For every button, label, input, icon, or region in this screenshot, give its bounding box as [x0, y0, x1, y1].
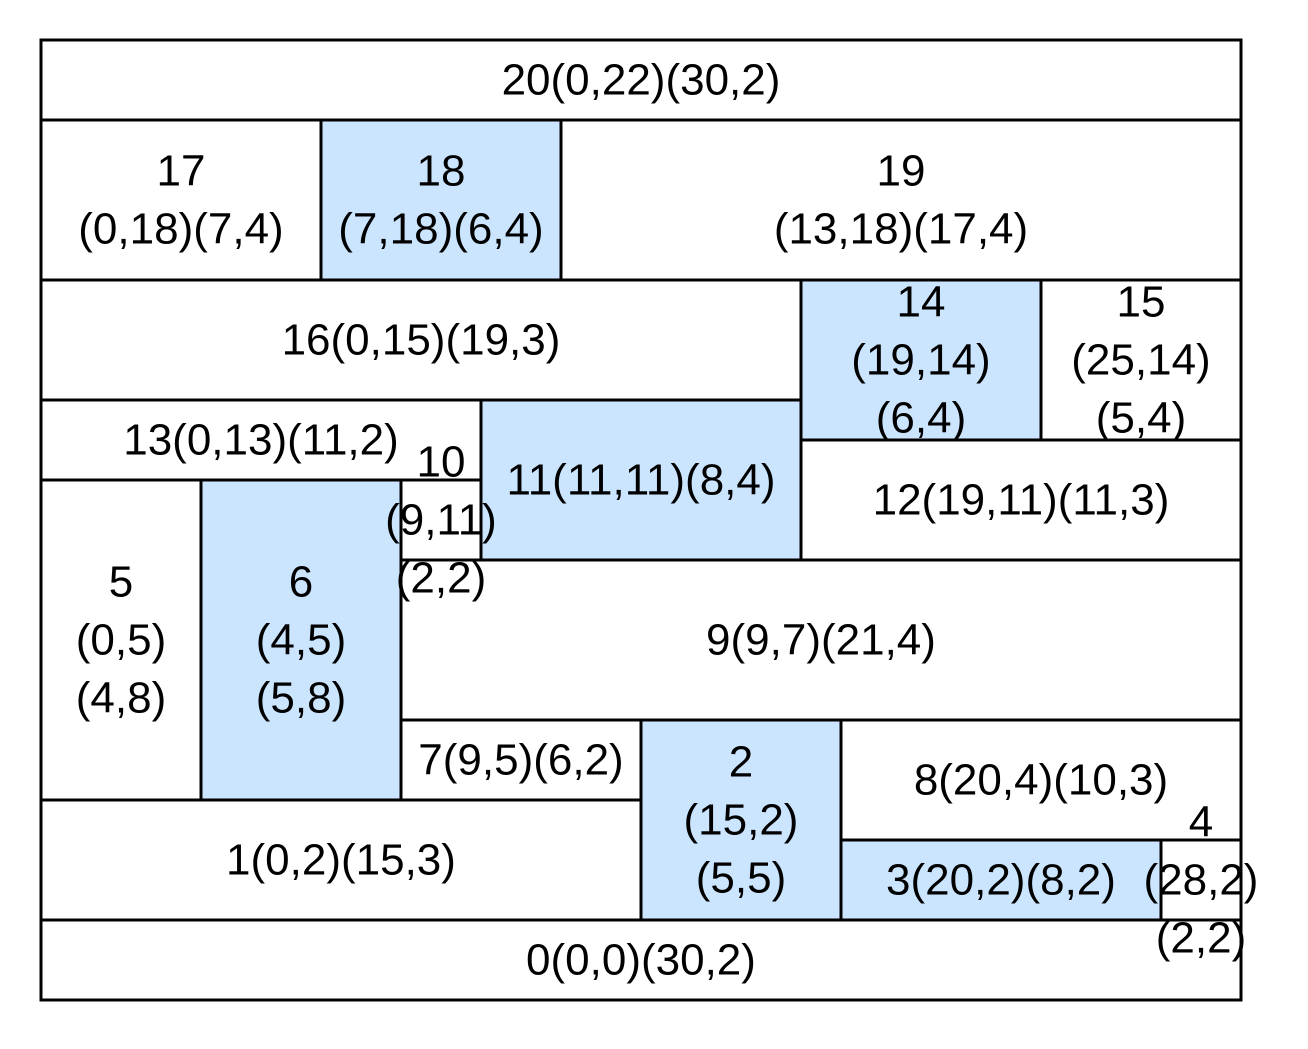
labels-layer: 0(0,0)(30,2) 1(0,2)(15,3) 2 (15,2) (5,5) 3(20… — [76, 56, 1259, 985]
block-1 — [39, 798, 643, 922]
block-12 — [799, 438, 1243, 562]
block-19 — [559, 118, 1243, 282]
block-1-label-line-0: 1(0,2)(15,3) — [226, 836, 456, 885]
block-9 — [399, 558, 1243, 722]
block-3-label-line-0: 3(20,2)(8,2) — [886, 856, 1116, 905]
block-6 — [199, 478, 403, 802]
block-6-label-line-2: (5,8) — [256, 674, 346, 723]
block-20-label-line-0: 20(0,22)(30,2) — [502, 56, 781, 105]
block-6-label-line-0: 6 — [289, 558, 313, 607]
block-17-label-line-0: 17 — [157, 147, 206, 196]
block-17 — [39, 118, 323, 282]
block-10-label-line-2: (2,2) — [396, 554, 486, 603]
block-5-label-line-0: 5 — [109, 558, 133, 607]
block-16 — [39, 278, 803, 402]
block-2-label-line-1: (15,2) — [684, 796, 799, 845]
block-5 — [39, 478, 203, 802]
block-4-label-line-0: 4 — [1189, 798, 1213, 847]
block-19-label-line-1: (13,18)(17,4) — [774, 205, 1028, 254]
block-16-label-line-0: 16(0,15)(19,3) — [282, 316, 561, 365]
block-15-label-line-1: (25,14) — [1071, 336, 1210, 385]
block-4-label-line-2: (2,2) — [1156, 914, 1246, 963]
block-14-label-line-0: 14 — [897, 278, 946, 327]
block-13-label-line-0: 13(0,13)(11,2) — [123, 416, 399, 465]
block-15 — [1039, 278, 1243, 442]
block-18 — [319, 118, 563, 282]
block-11-label-line-0: 11(11,11)(8,4) — [506, 456, 775, 505]
block-0 — [39, 918, 1243, 1002]
block-15-label-line-0: 15 — [1117, 278, 1166, 327]
block-0-label-line-0: 0(0,0)(30,2) — [526, 936, 756, 985]
block-6-label-line-1: (4,5) — [256, 616, 346, 665]
block-15-label-line-2: (5,4) — [1096, 394, 1186, 443]
block-14-label-line-1: (19,14) — [851, 336, 990, 385]
block-20 — [39, 38, 1243, 122]
block-5-label-line-2: (4,8) — [76, 674, 166, 723]
block-11 — [479, 398, 803, 562]
block-5-label-line-1: (0,5) — [76, 616, 166, 665]
block-4-label-line-1: (28,2) — [1144, 856, 1259, 905]
block-18-label-line-1: (7,18)(6,4) — [338, 205, 543, 254]
blocks-layer — [39, 38, 1243, 1002]
block-19-label-line-0: 19 — [877, 147, 926, 196]
block-8 — [839, 718, 1243, 842]
block-7-label-line-0: 7(9,5)(6,2) — [418, 736, 623, 785]
block-8-label-line-0: 8(20,4)(10,3) — [914, 756, 1168, 805]
block-7 — [399, 718, 643, 802]
block-18-label-line-0: 18 — [417, 147, 466, 196]
block-14-label-line-2: (6,4) — [876, 394, 966, 443]
block-10-label-line-0: 10 — [417, 438, 466, 487]
block-12-label-line-0: 12(19,11)(11,3) — [873, 476, 1170, 525]
block-17-label-line-1: (0,18)(7,4) — [78, 205, 283, 254]
block-10-label-line-1: (9,11) — [385, 496, 497, 545]
block-2-label-line-0: 2 — [729, 738, 753, 787]
block-9-label-line-0: 9(9,7)(21,4) — [706, 616, 936, 665]
block-2-label-line-2: (5,5) — [696, 854, 786, 903]
